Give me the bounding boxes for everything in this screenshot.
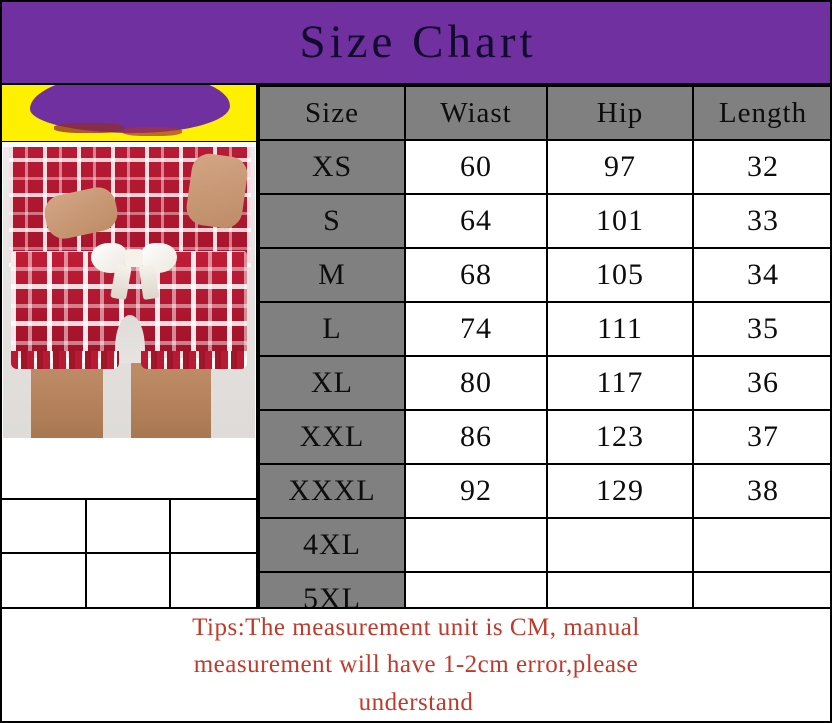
cell-hip: 97 xyxy=(546,139,694,195)
table-row: XL 80 117 36 xyxy=(258,355,830,411)
cell-length: 35 xyxy=(692,301,830,357)
photo-white-bow xyxy=(91,241,177,301)
left-blank-cell xyxy=(2,500,87,552)
cell-hip: 105 xyxy=(546,247,694,303)
column-header-waist: Wiast xyxy=(404,85,548,141)
cell-hip xyxy=(546,517,694,573)
chart-title-bar: Size Chart xyxy=(2,2,830,85)
cell-hip: 101 xyxy=(546,193,694,249)
table-row: L 74 111 35 xyxy=(258,301,830,357)
photo-ruffle-hem-left xyxy=(11,351,119,369)
cell-waist: 92 xyxy=(404,463,548,519)
product-image-panel xyxy=(2,85,258,500)
cell-waist: 86 xyxy=(404,409,548,465)
cell-length: 38 xyxy=(692,463,830,519)
cell-size: XL xyxy=(258,355,406,411)
column-header-size: Size xyxy=(258,85,406,141)
page-title: Size Chart xyxy=(299,16,537,68)
cell-hip: 129 xyxy=(546,463,694,519)
left-blank-row xyxy=(2,500,256,554)
cell-size: 4XL xyxy=(258,517,406,573)
cell-waist: 60 xyxy=(404,139,548,195)
cell-length xyxy=(692,517,830,573)
cell-waist: 64 xyxy=(404,193,548,249)
photo-shorts-inseam xyxy=(115,315,145,363)
column-header-hip: Hip xyxy=(546,85,694,141)
cell-waist xyxy=(404,517,548,573)
table-body: XS 60 97 32 S 64 101 33 M 68 105 34 L 74… xyxy=(258,139,830,627)
table-row: 4XL xyxy=(258,517,830,573)
tips-line-1: Tips:The measurement unit is CM, manual xyxy=(192,613,640,641)
cell-waist: 68 xyxy=(404,247,548,303)
cell-hip: 111 xyxy=(546,301,694,357)
redaction-blob-secondary-icon xyxy=(57,87,187,127)
column-header-length: Length xyxy=(692,85,830,141)
cell-size: L xyxy=(258,301,406,357)
photo-bottom-margin xyxy=(3,438,255,444)
left-blank-cell xyxy=(86,500,172,552)
table-header: Size Wiast Hip Length xyxy=(258,85,830,141)
table-row: XXL 86 123 37 xyxy=(258,409,830,465)
table-header-row: Size Wiast Hip Length xyxy=(258,85,830,141)
size-measurement-table: Size Wiast Hip Length XS 60 97 32 S 64 1… xyxy=(258,85,830,627)
left-blank-cell xyxy=(86,553,172,607)
tips-line-3: understand xyxy=(358,688,474,716)
cell-length: 37 xyxy=(692,409,830,465)
redaction-smudge-a-icon xyxy=(54,123,124,133)
cell-waist: 80 xyxy=(404,355,548,411)
cell-size: XXL xyxy=(258,409,406,465)
cell-length: 34 xyxy=(692,247,830,303)
tips-line-2: measurement will have 1-2cm error,please xyxy=(193,651,639,679)
left-blank-grid xyxy=(2,500,258,607)
table-row: XS 60 97 32 xyxy=(258,139,830,195)
bow-knot xyxy=(125,249,143,267)
table-row: M 68 105 34 xyxy=(258,247,830,303)
tips-footer: Tips:The measurement unit is CM, manual … xyxy=(2,607,830,721)
cell-size: XS xyxy=(258,139,406,195)
redaction-smudge-b-icon xyxy=(122,127,182,136)
cell-waist: 74 xyxy=(404,301,548,357)
redacted-brand-banner xyxy=(2,85,256,142)
left-blank-cell xyxy=(171,500,256,552)
cell-length: 33 xyxy=(692,193,830,249)
left-blank-row xyxy=(2,553,256,607)
cell-size: XXXL xyxy=(258,463,406,519)
cell-size: S xyxy=(258,193,406,249)
cell-length: 36 xyxy=(692,355,830,411)
cell-length: 32 xyxy=(692,139,830,195)
table-row: XXXL 92 129 38 xyxy=(258,463,830,519)
photo-ruffle-hem-right xyxy=(141,351,247,369)
photo-arm-right xyxy=(184,151,250,231)
table-row: S 64 101 33 xyxy=(258,193,830,249)
left-blank-cell xyxy=(171,553,256,607)
product-photo xyxy=(3,147,255,438)
cell-size: M xyxy=(258,247,406,303)
left-blank-cell xyxy=(2,553,87,607)
cell-hip: 123 xyxy=(546,409,694,465)
cell-hip: 117 xyxy=(546,355,694,411)
